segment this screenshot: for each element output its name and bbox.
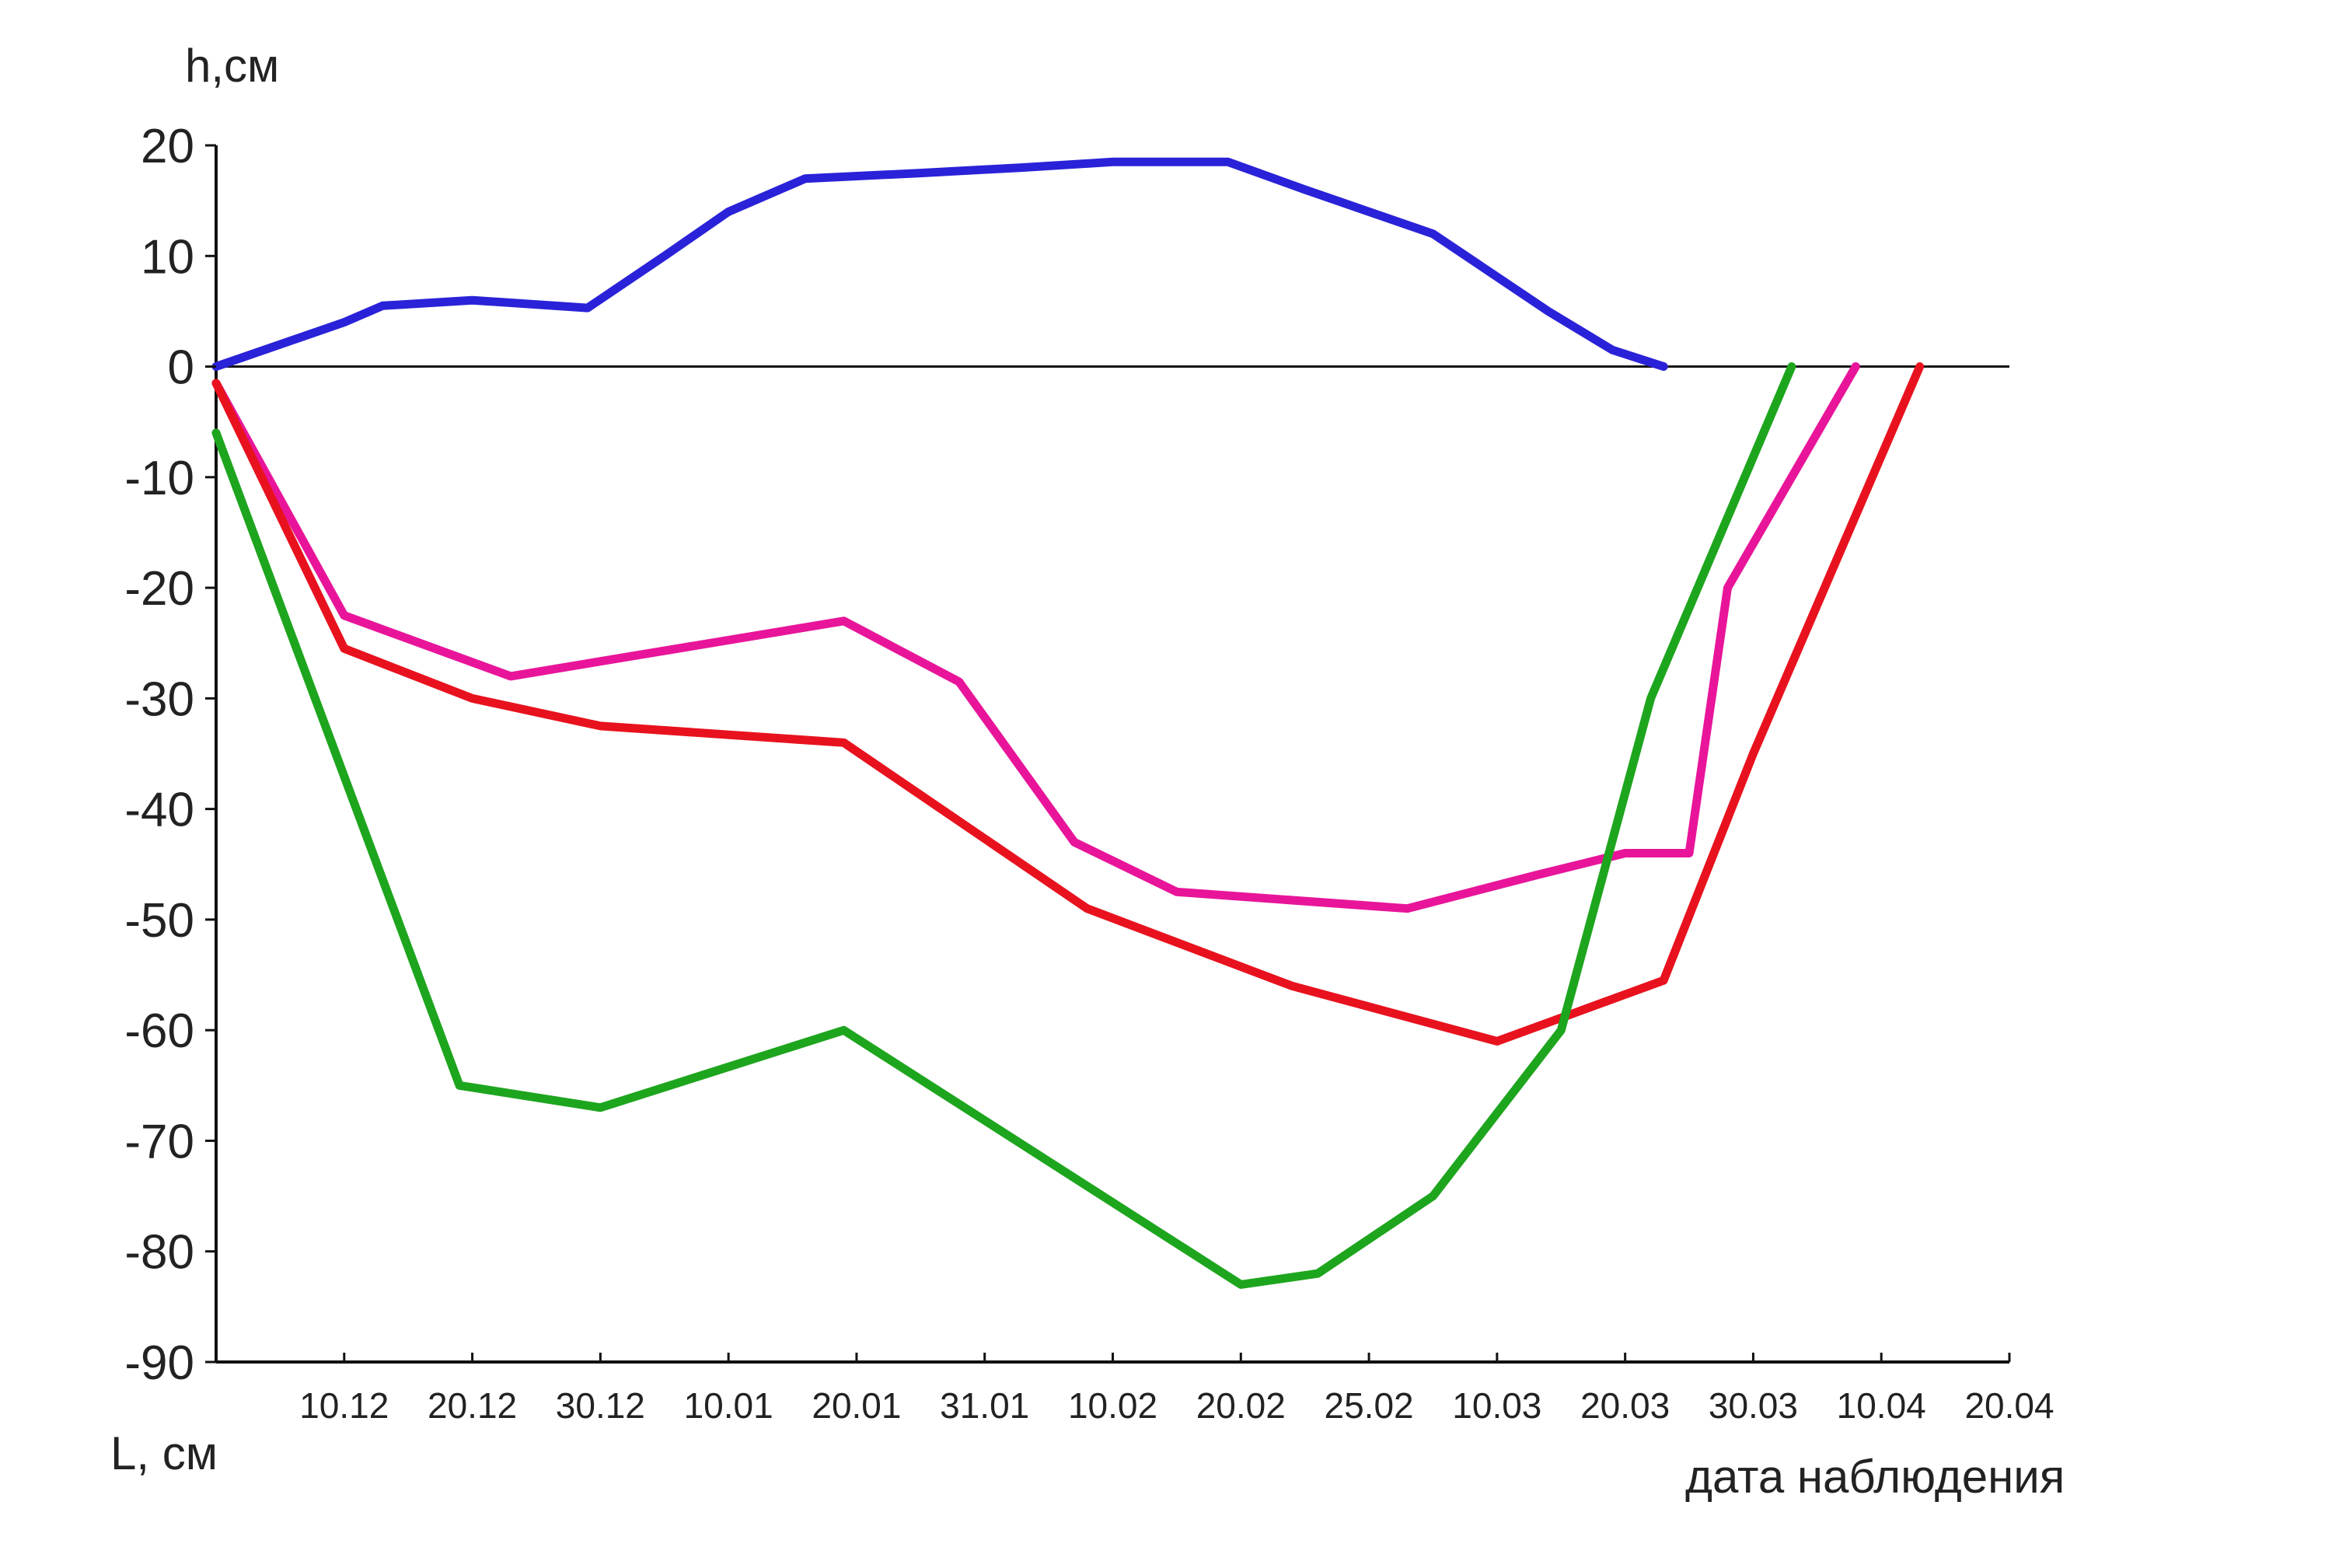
axes bbox=[215, 145, 2009, 1364]
y-tick-label: -90 bbox=[124, 1336, 194, 1390]
x-tick-label: 10.04 bbox=[1837, 1385, 1926, 1426]
x-tick-label: 20.02 bbox=[1196, 1385, 1286, 1426]
y-tick-label: -60 bbox=[124, 1004, 194, 1058]
series-layer bbox=[211, 157, 1925, 1289]
x-tick-label: 20.04 bbox=[1964, 1385, 2054, 1426]
y-tick-label: -70 bbox=[124, 1115, 194, 1168]
y-tick-label: 0 bbox=[168, 341, 194, 395]
x-tick-label: 30.12 bbox=[556, 1385, 645, 1426]
y-tick-label: -50 bbox=[124, 894, 194, 948]
x-axis-label: дата наблюдения bbox=[1685, 1451, 2065, 1503]
x-tick-label: 10.03 bbox=[1452, 1385, 1541, 1426]
series-line-2 bbox=[211, 362, 1860, 913]
y-tick-label: -10 bbox=[124, 452, 194, 505]
y-tick-label: -80 bbox=[124, 1226, 194, 1280]
x-tick-label: 25.02 bbox=[1325, 1385, 1414, 1426]
x-tick-label: 10.12 bbox=[299, 1385, 389, 1426]
x-tick-labels: 10.12 20.12 30.12 10.01 20.01 31.01 10.02 20.02… bbox=[215, 1353, 2054, 1426]
y-tick-label: -20 bbox=[124, 562, 194, 616]
y-tick-label: 10 bbox=[141, 230, 194, 284]
y-axis-label: h,см bbox=[185, 40, 279, 92]
x-tick-label: 20.03 bbox=[1580, 1385, 1670, 1426]
y-tick-label: -40 bbox=[124, 784, 194, 837]
y-tick-label: -30 bbox=[124, 672, 194, 726]
y-tick-label: 20 bbox=[141, 120, 194, 173]
y-tick-labels: 20 10 0 -10 -20 -30 -40 -50 -60 -70 -80 -90 bbox=[124, 120, 216, 1390]
series-line-3 bbox=[211, 362, 1925, 1046]
x-tick-label: 10.01 bbox=[684, 1385, 773, 1426]
y-axis-label-bottom: L, см bbox=[110, 1427, 218, 1479]
x-tick-label: 31.01 bbox=[940, 1385, 1029, 1426]
x-tick-label: 10.02 bbox=[1068, 1385, 1157, 1426]
x-tick-label: 20.12 bbox=[428, 1385, 517, 1426]
series-line-4 bbox=[211, 362, 1796, 1289]
series-line-1 bbox=[211, 157, 1668, 371]
x-tick-label: 30.03 bbox=[1709, 1385, 1798, 1426]
x-tick-label: 20.01 bbox=[812, 1385, 901, 1426]
